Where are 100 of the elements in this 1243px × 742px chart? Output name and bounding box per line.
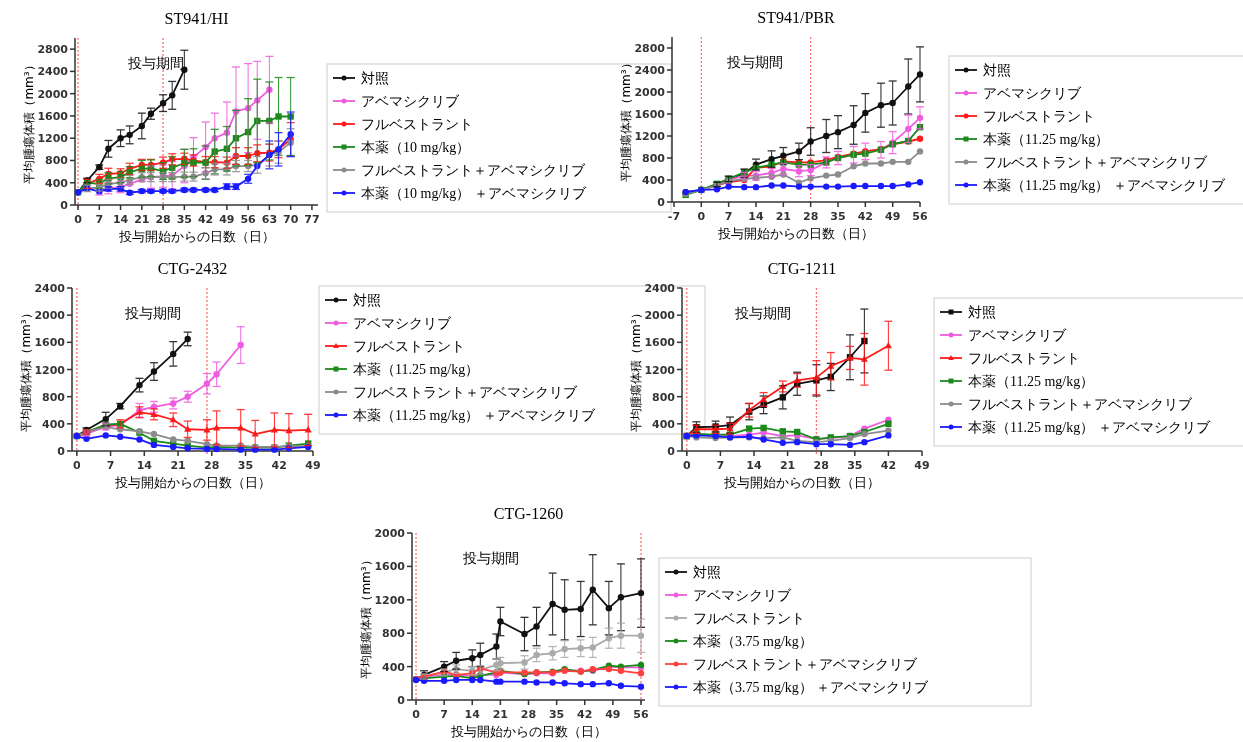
x-tick-label: 21 [134, 213, 150, 226]
x-tick-label: 14 [748, 210, 764, 223]
legend-label: アベマシクリブ [983, 86, 1082, 101]
x-tick-label: 21 [170, 459, 186, 472]
x-tick-label: 70 [283, 213, 299, 226]
chart-title: CTG-2432 [157, 260, 228, 277]
legend-label: フルベストラント＋アベマシクリブ [353, 385, 578, 400]
legend-label: アベマシクリブ [693, 588, 792, 603]
y-tick-label: 0 [667, 445, 676, 458]
legend-label: 本薬（11.25 mg/kg） ＋アベマシクリブ [983, 178, 1226, 193]
legend-label: フルベストラント＋アベマシクリブ [693, 657, 918, 672]
x-tick-label: 49 [305, 459, 321, 472]
y-tick-label: 2400 [34, 282, 66, 295]
annotation: 投与期間 [725, 54, 783, 70]
x-tick-label: 35 [237, 459, 254, 472]
annotation: 投与期間 [124, 305, 182, 321]
legend-label: フルベストラント [968, 351, 1080, 366]
x-tick-label: 49 [219, 213, 235, 226]
y-tick-label: 1200 [34, 363, 66, 377]
chart-title: CTG-1260 [493, 505, 564, 522]
legend-label: 対照 [353, 293, 381, 308]
y-tick-label: 800 [45, 154, 69, 168]
y-tick-label: 2000 [37, 87, 69, 101]
x-tick-label: 49 [605, 708, 621, 721]
x-tick-label: 35 [830, 210, 846, 223]
y-axis-title: 平均腫瘍体積（mm³） [19, 307, 33, 432]
legend-label: 本薬（3.75 mg/kg） ＋アベマシクリブ [693, 680, 930, 695]
legend-label: 本薬（11.25 mg/kg） ＋アベマシクリブ [353, 408, 596, 423]
x-axis-title: 投与開始からの日数（日） [723, 475, 880, 490]
y-tick-label: 0 [657, 196, 666, 209]
y-tick-label: 2800 [37, 43, 69, 57]
y-tick-label: 1200 [634, 130, 666, 143]
y-tick-label: 400 [642, 174, 666, 187]
y-tick-label: 0 [57, 445, 66, 458]
x-tick-label: 0 [682, 459, 691, 472]
y-tick-label: 1600 [34, 336, 66, 350]
x-tick-label: 7 [716, 459, 725, 472]
y-axis-title: 平均腫瘍体積（mm³） [629, 307, 643, 432]
x-tick-label: 14 [464, 708, 481, 721]
y-tick-label: 800 [652, 390, 676, 404]
y-axis-title: 平均腫瘍体積（mm³） [359, 554, 373, 679]
legend-label: 本薬（11.25 mg/kg） [353, 362, 480, 377]
y-axis-title: 平均腫瘍体積（mm³） [619, 57, 633, 182]
x-tick-label: 35 [176, 213, 193, 226]
legend-label: フルベストラント＋アベマシクリブ [968, 397, 1193, 412]
chart-title: ST941/HI [164, 10, 229, 27]
x-axis-title: 投与開始からの日数（日） [113, 475, 271, 490]
legend-label: フルベストラント＋アベマシクリブ [983, 155, 1208, 170]
x-tick-label: 49 [885, 210, 901, 223]
x-axis-title: 投与開始からの日数（日） [449, 724, 607, 739]
y-tick-label: 1600 [644, 336, 676, 350]
legend-label: アベマシクリブ [361, 94, 460, 109]
x-tick-label: 7 [440, 708, 448, 721]
x-tick-label: 21 [779, 459, 796, 472]
legend-label: フルベストラント [353, 339, 465, 354]
y-tick-label: 2000 [634, 86, 666, 99]
y-tick-label: 400 [382, 660, 406, 674]
x-tick-label: 21 [492, 708, 509, 721]
x-tick-label: 0 [697, 210, 706, 223]
y-tick-label: 400 [45, 176, 69, 190]
x-tick-label: 35 [847, 459, 863, 472]
x-axis-title: 投与開始からの日数（日） [717, 226, 874, 241]
y-tick-label: 1600 [634, 108, 666, 121]
x-tick-label: 42 [271, 459, 287, 472]
x-tick-label: 28 [802, 210, 819, 223]
x-tick-label: 14 [136, 459, 153, 472]
y-tick-label: 400 [42, 417, 66, 431]
y-tick-label: 2400 [644, 282, 676, 295]
legend-label: 対照 [361, 71, 389, 86]
x-tick-label: 7 [95, 213, 104, 226]
x-tick-label: 0 [412, 708, 421, 721]
legend-label: アベマシクリブ [968, 328, 1067, 343]
legend-label: 本薬（11.25 mg/kg） [983, 132, 1110, 147]
chart-title: CTG-1211 [767, 260, 837, 277]
legend-label: アベマシクリブ [353, 316, 452, 331]
y-tick-label: 1200 [644, 363, 676, 377]
x-tick-label: 7 [106, 459, 115, 472]
x-tick-label: 42 [577, 708, 593, 721]
legend-label: フルベストラント [983, 109, 1095, 124]
y-tick-label: 2000 [644, 309, 676, 323]
y-tick-label: 800 [42, 390, 66, 404]
y-tick-label: 2400 [634, 64, 666, 77]
x-tick-label: 14 [746, 459, 762, 472]
y-tick-label: 1600 [374, 560, 406, 574]
x-tick-label: 56 [912, 210, 928, 223]
legend-label: 本薬（11.25 mg/kg） ＋アベマシクリブ [968, 420, 1211, 435]
y-tick-label: 2800 [634, 42, 666, 55]
x-tick-label: 35 [548, 708, 565, 721]
y-tick-label: 2000 [374, 527, 406, 540]
legend-label: 対照 [968, 305, 996, 320]
y-tick-label: 1200 [37, 132, 69, 146]
x-tick-label: 49 [914, 459, 930, 472]
x-tick-label: 56 [240, 213, 257, 226]
x-tick-label: 42 [880, 459, 897, 472]
legend-label: 本薬（10 mg/kg） [361, 140, 471, 155]
y-tick-label: 0 [397, 694, 406, 707]
chart-title: ST941/PBR [757, 9, 836, 26]
annotation: 投与期間 [462, 550, 520, 566]
y-tick-label: 400 [652, 417, 676, 431]
legend-label: 本薬（10 mg/kg） ＋アベマシクリブ [361, 186, 587, 201]
